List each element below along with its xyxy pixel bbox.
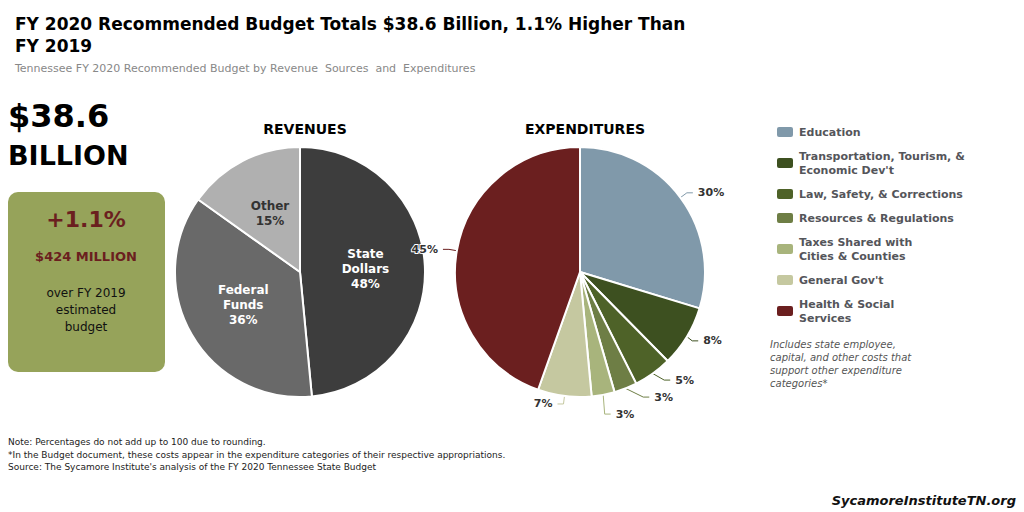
svg-text:Law, Safety, & Corrections: Law, Safety, & Corrections <box>799 188 963 201</box>
svg-text:Cities & Counties: Cities & Counties <box>799 250 906 263</box>
svg-text:15%: 15% <box>256 214 285 228</box>
svg-text:Taxes Shared with: Taxes Shared with <box>799 236 912 249</box>
svg-text:Other: Other <box>251 199 290 213</box>
svg-text:Health & Social: Health & Social <box>799 298 894 311</box>
svg-text:Source: The Sycamore Institute: Source: The Sycamore Institute's analysi… <box>8 462 377 472</box>
svg-text:over FY 2019: over FY 2019 <box>46 286 125 300</box>
svg-text:$424 MILLION: $424 MILLION <box>35 249 137 264</box>
svg-text:Education: Education <box>799 126 861 139</box>
svg-text:Transportation, Tourism, &: Transportation, Tourism, & <box>799 150 965 163</box>
svg-text:7%: 7% <box>534 397 553 410</box>
svg-text:8%: 8% <box>703 334 722 347</box>
svg-text:State: State <box>347 247 383 261</box>
svg-text:Note: Percentages do not add u: Note: Percentages do not add up to 100 d… <box>8 437 266 447</box>
svg-text:EXPENDITURES: EXPENDITURES <box>525 121 645 137</box>
svg-text:3%: 3% <box>654 391 673 404</box>
svg-text:$38.6: $38.6 <box>8 97 109 135</box>
svg-text:Tennessee FY 2020 Recommended: Tennessee FY 2020 Recommended Budget by … <box>14 62 476 75</box>
svg-text:Resources & Regulations: Resources & Regulations <box>799 212 954 225</box>
svg-text:support other expenditure: support other expenditure <box>770 365 902 376</box>
svg-text:estimated: estimated <box>56 303 116 317</box>
svg-text:30%: 30% <box>698 186 724 199</box>
svg-text:Includes state employee,: Includes state employee, <box>770 339 896 350</box>
svg-text:+1.1%: +1.1% <box>46 207 125 232</box>
svg-text:budget: budget <box>65 320 108 334</box>
svg-text:36%: 36% <box>229 313 258 327</box>
svg-text:Funds: Funds <box>223 298 263 312</box>
svg-text:Services: Services <box>799 312 852 325</box>
svg-text:Dollars: Dollars <box>342 262 390 276</box>
svg-text:REVENUES: REVENUES <box>263 121 346 137</box>
svg-text:Economic Dev't: Economic Dev't <box>799 164 894 177</box>
svg-text:5%: 5% <box>675 374 694 387</box>
svg-text:48%: 48% <box>351 277 380 291</box>
svg-text:SycamoreInstituteTN.org: SycamoreInstituteTN.org <box>832 493 1016 508</box>
svg-text:BILLION: BILLION <box>8 140 129 171</box>
svg-text:*In the Budget document, these: *In the Budget document, these costs app… <box>8 450 505 460</box>
svg-text:capital, and other costs that: capital, and other costs that <box>770 352 912 363</box>
svg-text:45%: 45% <box>412 243 438 256</box>
svg-text:FY 2020 Recommended Budget Tot: FY 2020 Recommended Budget Totals $38.6 … <box>15 14 685 34</box>
svg-text:Federal: Federal <box>218 283 269 297</box>
svg-text:General Gov't: General Gov't <box>799 274 884 287</box>
svg-text:FY 2019: FY 2019 <box>15 36 92 56</box>
svg-text:categories*: categories* <box>770 378 827 389</box>
svg-text:3%: 3% <box>616 408 635 421</box>
